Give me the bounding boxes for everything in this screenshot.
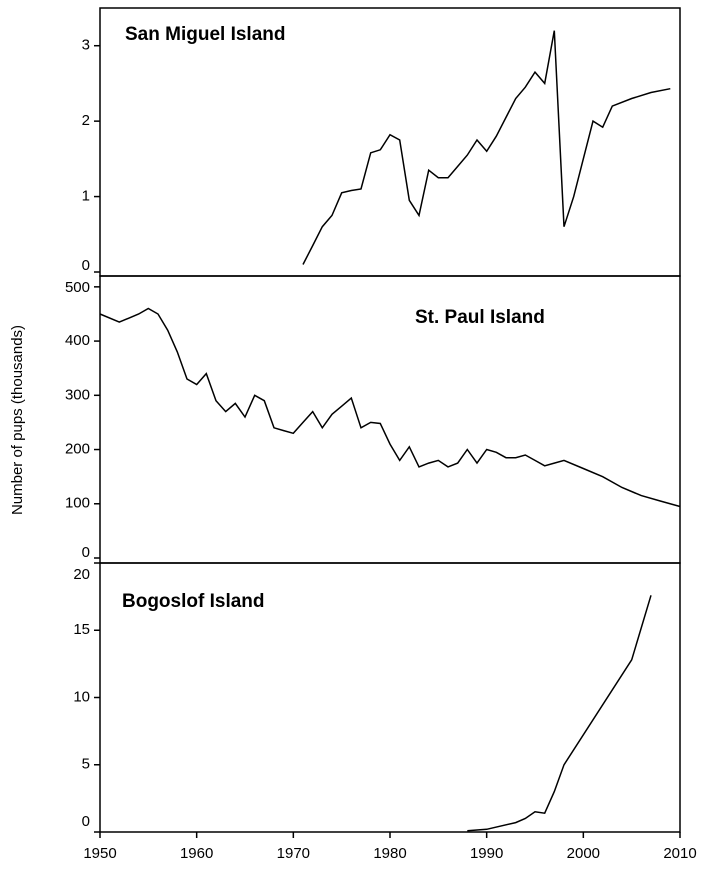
y-tick-label: 10 (73, 688, 90, 705)
panel-title: Bogoslof Island (122, 591, 265, 612)
x-tick-label: 2000 (567, 845, 600, 862)
data-line (467, 595, 652, 832)
y-tick-label: 20 (73, 566, 90, 583)
y-tick-label: 200 (65, 441, 90, 458)
x-tick-label: 1970 (277, 845, 310, 862)
y-tick-label: 1 (82, 188, 90, 205)
y-axis-label: Number of pups (thousands) (9, 325, 26, 515)
y-tick-label: 500 (65, 279, 90, 296)
x-tick-label: 1980 (373, 845, 406, 862)
y-tick-label: 0 (82, 257, 90, 274)
data-line (302, 30, 671, 265)
y-tick-label: 300 (65, 386, 90, 403)
y-tick-label: 0 (82, 544, 90, 561)
x-tick-label: 1960 (180, 845, 213, 862)
y-tick-label: 5 (82, 756, 90, 773)
x-tick-label: 1990 (470, 845, 503, 862)
y-tick-label: 2 (82, 112, 90, 129)
panel-frame (99, 275, 681, 564)
x-tick-label: 1950 (83, 845, 116, 862)
y-tick-label: 400 (65, 332, 90, 349)
x-tick-label: 2010 (663, 845, 696, 862)
data-line (99, 307, 681, 508)
y-tick-label: 0 (82, 813, 90, 830)
panel-title: San Miguel Island (125, 24, 285, 45)
y-tick-label: 100 (65, 495, 90, 512)
y-tick-label: 15 (73, 621, 90, 638)
panel-frame (99, 7, 681, 277)
y-tick-label: 3 (82, 37, 90, 54)
panel-title: St. Paul Island (415, 307, 545, 328)
